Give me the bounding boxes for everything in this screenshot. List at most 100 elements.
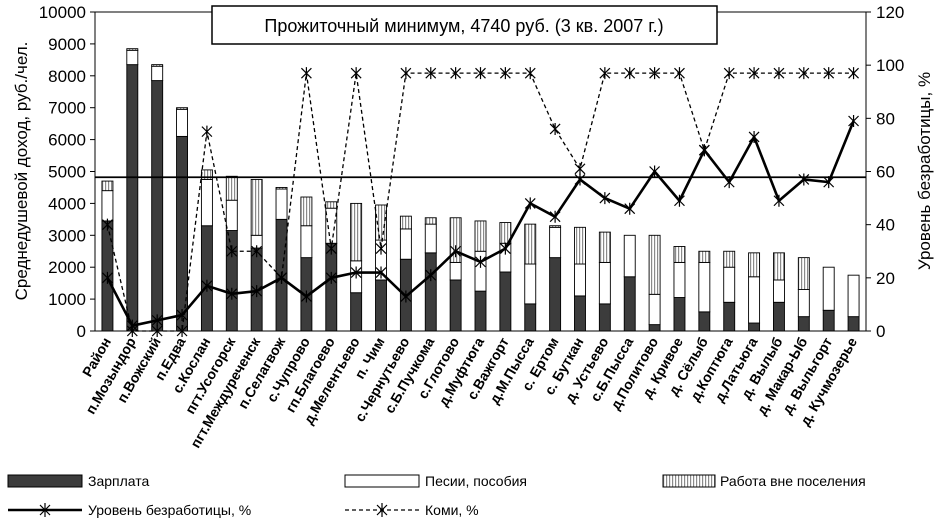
y2-tick-label: 80: [876, 109, 895, 128]
y2-tick-label: 60: [876, 163, 895, 182]
bar-salary: [773, 301, 785, 332]
bar-pension: [723, 266, 736, 303]
y2-tick-label: 0: [876, 322, 885, 341]
unemployment-marker: [748, 130, 760, 143]
unemployment-marker: [475, 255, 486, 268]
bar-salary: [723, 301, 736, 332]
komi-marker: [475, 67, 486, 80]
bar-pension: [598, 261, 611, 305]
bar-salary: [698, 311, 711, 332]
bar-outside: [424, 217, 437, 225]
legend: Зарплата Песии, пособия Работа вне посел…: [7, 473, 866, 518]
unemployment-marker: [524, 197, 536, 210]
komi-marker: [151, 325, 163, 337]
bar-outside: [748, 252, 761, 278]
legend-item-komi: Коми, %: [345, 502, 479, 518]
komi-marker: [649, 67, 661, 80]
komi-marker: [325, 242, 337, 255]
bar-salary: [424, 252, 437, 332]
unemployment-marker: [176, 309, 188, 322]
bar-outside: [151, 64, 164, 67]
komi-marker: [674, 67, 685, 80]
y2-tick-labels: 0 20 40 60 80 100 120: [866, 3, 904, 341]
bar-outside: [723, 250, 736, 268]
y-tick-labels: 0 1000 2000 3000 4000 5000 6000 7000 8000 9000 100…: [39, 3, 95, 341]
bar-outside: [300, 196, 313, 227]
y-tick-label: 4000: [48, 194, 86, 213]
bar-pension: [424, 223, 437, 254]
bar-pension: [748, 276, 761, 324]
bar-pension: [549, 226, 562, 259]
y-tick-label: 9000: [48, 35, 86, 54]
unemployment-marker: [400, 290, 412, 303]
bar-salary: [574, 295, 586, 332]
legend-label-outside: Работа вне поселения: [720, 473, 866, 489]
y2-tick-label: 120: [876, 3, 904, 22]
komi-marker: [375, 242, 387, 255]
bar-outside: [673, 246, 686, 263]
bar-salary: [847, 316, 860, 332]
legend-label-salary: Зарплата: [88, 473, 150, 489]
bar-pension: [524, 263, 537, 305]
unemployment-marker: [325, 271, 337, 284]
unemployment-marker: [773, 194, 785, 207]
unemployment-marker: [251, 285, 263, 298]
unemployment-marker: [549, 210, 561, 223]
komi-marker: [748, 67, 760, 80]
komi-marker: [823, 67, 835, 80]
bar-outside: [275, 186, 288, 190]
unemployment-marker: [375, 266, 387, 279]
bar-outside: [574, 226, 586, 265]
bar-pension: [449, 261, 462, 281]
bar-salary: [375, 279, 387, 332]
unemployment-marker: [102, 271, 113, 284]
unemployment-marker: [300, 290, 312, 303]
legend-marker-unemployment: [39, 503, 51, 517]
left-axis-group: Среднедушевой доход, руб./чел. 0 1000 2000…: [12, 3, 95, 341]
y-tick-label: 0: [77, 322, 86, 341]
bar-salary: [126, 64, 139, 332]
bar-pension: [126, 49, 139, 66]
bar-pension: [847, 274, 860, 318]
unemployment-marker: [450, 245, 462, 258]
bar-pension: [648, 293, 661, 326]
legend-swatch-salary: [7, 474, 83, 488]
y-tick-label: 10000: [39, 3, 86, 22]
y-tick-label: 5000: [48, 163, 86, 182]
bar-pension: [797, 289, 810, 318]
bar-salary: [200, 225, 213, 332]
legend-swatch-outside: [662, 474, 716, 488]
bar-outside: [375, 204, 387, 241]
y2-axis-title: Уровень безработицы, %: [915, 72, 934, 270]
komi-marker: [425, 67, 437, 80]
komi-marker: [624, 67, 636, 80]
bar-outside: [773, 252, 785, 281]
unemployment-marker: [624, 202, 636, 215]
unemployment-marker: [698, 144, 710, 157]
y2-tick-label: 100: [876, 56, 904, 75]
bar-pension: [673, 261, 686, 298]
bar-pension: [399, 228, 412, 260]
y-tick-label: 2000: [48, 258, 86, 277]
bar-pension: [151, 65, 164, 82]
right-axis-group: Уровень безработицы, % 0 20 40 60 80 100 120: [866, 3, 934, 341]
legend-swatch-pension: [344, 474, 420, 488]
bar-salary: [151, 80, 164, 332]
komi-marker: [499, 67, 511, 80]
bar-outside: [176, 107, 188, 110]
bar-salary: [673, 297, 686, 332]
komi-marker: [176, 325, 188, 337]
chart-title: Прожиточный минимум, 4740 руб. (3 кв. 20…: [264, 16, 663, 36]
komi-marker: [102, 218, 113, 231]
komi-marker: [400, 67, 412, 80]
komi-marker: [300, 67, 312, 80]
bar-outside: [225, 175, 238, 201]
bar-salary: [449, 279, 462, 332]
komi-marker: [450, 67, 462, 80]
bar-outside: [598, 231, 611, 263]
bar-outside: [698, 250, 711, 263]
legend-marker-komi: [376, 503, 388, 517]
bar-salary: [176, 135, 188, 332]
unemployment-marker: [574, 173, 586, 186]
